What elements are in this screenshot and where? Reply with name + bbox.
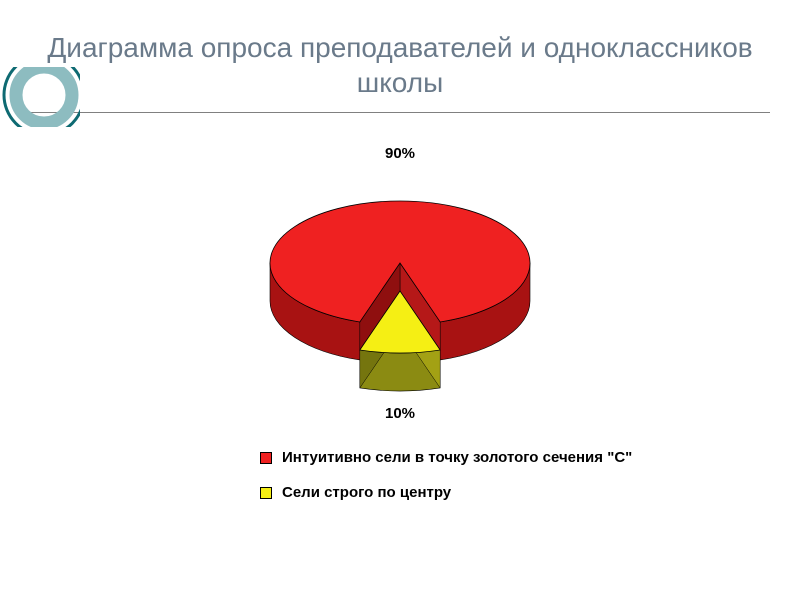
legend-swatch-icon bbox=[260, 452, 272, 464]
legend-label: Сели строго по центру bbox=[282, 484, 451, 501]
slide-title: Диаграмма опроса преподавателей и однокл… bbox=[40, 30, 760, 100]
legend-label: Интуитивно сели в точку золотого сечения… bbox=[282, 449, 632, 466]
pie-chart-svg bbox=[220, 163, 580, 403]
title-divider bbox=[30, 112, 770, 113]
slice-label-0: 90% bbox=[385, 145, 415, 162]
legend-swatch-icon bbox=[260, 487, 272, 499]
slide-header: Диаграмма опроса преподавателей и однокл… bbox=[0, 0, 800, 112]
slice-label-1: 10% bbox=[385, 405, 415, 422]
legend-item: Сели строго по центру bbox=[260, 484, 800, 501]
legend-item: Интуитивно сели в точку золотого сечения… bbox=[260, 449, 800, 466]
chart-legend: Интуитивно сели в точку золотого сечения… bbox=[260, 449, 800, 501]
pie-chart: 90% 10% bbox=[0, 123, 800, 443]
